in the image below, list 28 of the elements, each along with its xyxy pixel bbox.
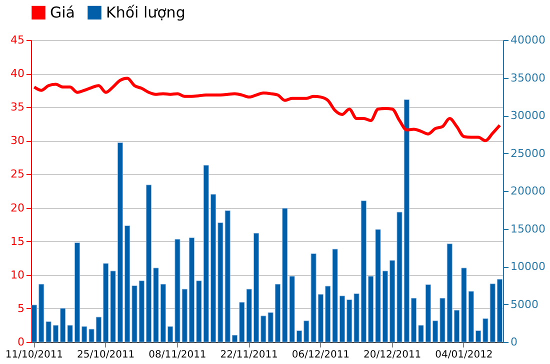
x-tick-label: 06/12/2011 — [292, 350, 350, 360]
y-tick-label: 35 — [10, 100, 24, 114]
y2-tick-label: 15000 — [510, 222, 546, 236]
x-tick-label: 08/11/2011 — [148, 350, 206, 360]
y2-tick-label: 35000 — [510, 71, 546, 84]
y2-tick-label: 10000 — [510, 260, 546, 273]
y2-tick-label: 20000 — [510, 184, 546, 198]
y-tick-label: 40 — [10, 67, 24, 80]
legend-label: Khối lượng — [106, 4, 186, 22]
y2-tick-label: 5000 — [510, 298, 538, 311]
y2-tick-label: 25000 — [510, 146, 546, 160]
y2-tick-label: 40000 — [510, 34, 546, 46]
x-tick-label: 11/10/2011 — [5, 350, 64, 360]
y-tick-label: 20 — [10, 201, 24, 214]
y2-tick-label: 0 — [510, 336, 518, 348]
y-tick-label: 10 — [10, 268, 24, 282]
x-tick-label: 20/12/2011 — [364, 350, 422, 360]
y-tick-label: 25 — [10, 168, 24, 181]
y-tick-label: 0 — [18, 336, 24, 348]
x-tick-label: 25/10/2011 — [77, 350, 135, 360]
x-tick-label: 22/11/2011 — [220, 350, 278, 360]
x-tick-label: 04/01/2012 — [435, 350, 493, 360]
y2-tick-label: 30000 — [510, 109, 546, 122]
y-tick-label: 30 — [10, 134, 24, 148]
y-tick-label: 45 — [10, 34, 24, 46]
y-tick-label: 15 — [10, 234, 24, 248]
y-tick-label: 5 — [18, 302, 24, 315]
legend-label: Giá — [50, 4, 75, 22]
